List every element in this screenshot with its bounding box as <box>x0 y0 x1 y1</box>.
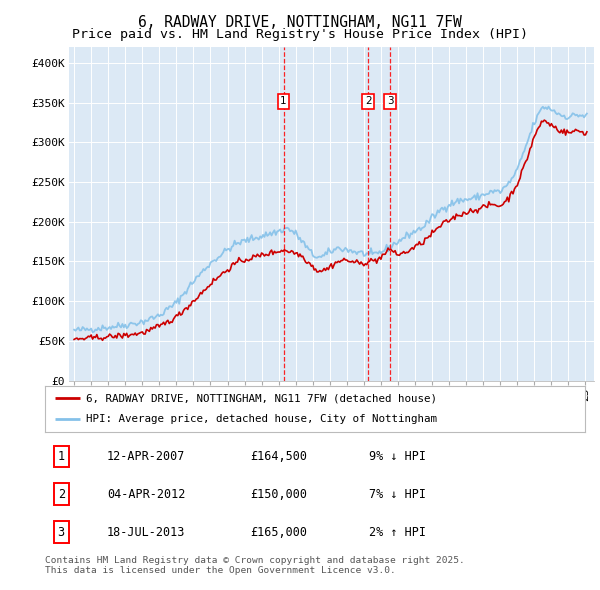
Text: £165,000: £165,000 <box>250 526 307 539</box>
Text: 3: 3 <box>58 526 65 539</box>
Text: 12-APR-2007: 12-APR-2007 <box>107 450 185 463</box>
Text: 1: 1 <box>280 96 287 106</box>
Text: Price paid vs. HM Land Registry's House Price Index (HPI): Price paid vs. HM Land Registry's House … <box>72 28 528 41</box>
Text: £150,000: £150,000 <box>250 487 307 501</box>
Text: HPI: Average price, detached house, City of Nottingham: HPI: Average price, detached house, City… <box>86 414 437 424</box>
Text: 2% ↑ HPI: 2% ↑ HPI <box>369 526 426 539</box>
Text: 9% ↓ HPI: 9% ↓ HPI <box>369 450 426 463</box>
Text: 7% ↓ HPI: 7% ↓ HPI <box>369 487 426 501</box>
Text: 6, RADWAY DRIVE, NOTTINGHAM, NG11 7FW: 6, RADWAY DRIVE, NOTTINGHAM, NG11 7FW <box>138 15 462 30</box>
Text: 18-JUL-2013: 18-JUL-2013 <box>107 526 185 539</box>
Text: 3: 3 <box>387 96 394 106</box>
Text: 2: 2 <box>365 96 371 106</box>
Text: 2: 2 <box>58 487 65 501</box>
Text: 6, RADWAY DRIVE, NOTTINGHAM, NG11 7FW (detached house): 6, RADWAY DRIVE, NOTTINGHAM, NG11 7FW (d… <box>86 394 437 404</box>
Text: 1: 1 <box>58 450 65 463</box>
Text: Contains HM Land Registry data © Crown copyright and database right 2025.
This d: Contains HM Land Registry data © Crown c… <box>45 556 465 575</box>
Text: 04-APR-2012: 04-APR-2012 <box>107 487 185 501</box>
Text: £164,500: £164,500 <box>250 450 307 463</box>
